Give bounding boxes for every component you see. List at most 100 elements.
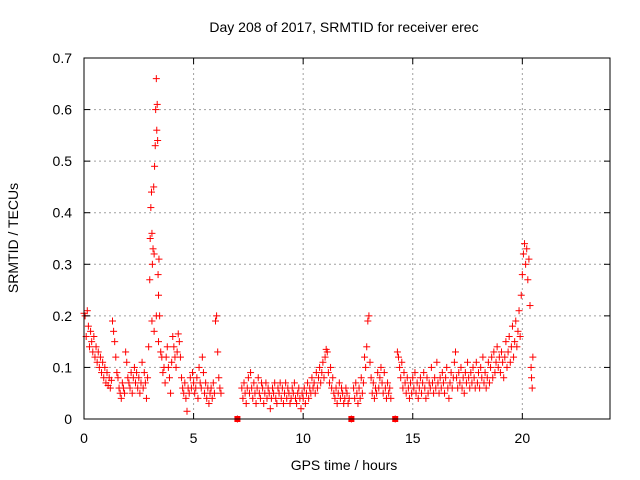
data-point <box>174 330 182 338</box>
data-point <box>118 379 126 387</box>
data-point <box>427 363 435 371</box>
data-point <box>169 332 177 340</box>
data-point <box>446 379 454 387</box>
data-point <box>260 400 268 408</box>
data-point <box>355 384 363 392</box>
data-point <box>305 394 313 402</box>
data-point <box>147 204 155 212</box>
data-point <box>313 384 321 392</box>
data-points <box>80 75 537 423</box>
data-point <box>244 374 252 382</box>
data-point <box>101 363 109 371</box>
data-point <box>493 343 501 351</box>
data-point <box>152 312 160 320</box>
data-point <box>524 276 532 284</box>
data-point <box>150 183 158 191</box>
data-point <box>273 400 281 408</box>
data-point <box>492 358 500 366</box>
x-tick-label: 15 <box>405 430 421 446</box>
data-point <box>472 358 480 366</box>
data-point <box>151 162 159 170</box>
data-point <box>467 369 475 377</box>
data-point <box>122 348 130 356</box>
data-point <box>522 260 530 268</box>
data-point <box>164 363 172 371</box>
data-point <box>329 374 337 382</box>
data-point <box>252 400 260 408</box>
data-point <box>125 379 133 387</box>
data-point <box>414 394 422 402</box>
data-point <box>240 379 248 387</box>
data-point <box>194 394 202 402</box>
data-point <box>502 338 510 346</box>
data-point <box>133 369 141 377</box>
data-point <box>87 327 95 335</box>
data-point <box>521 240 529 248</box>
data-point <box>369 379 377 387</box>
data-point <box>92 343 100 351</box>
data-point <box>293 400 301 408</box>
data-point <box>418 389 426 397</box>
data-point <box>148 260 156 268</box>
data-point <box>433 358 441 366</box>
data-point <box>482 384 490 392</box>
data-point <box>529 353 537 361</box>
data-point <box>510 353 518 361</box>
data-point <box>217 389 225 397</box>
axis-ticks <box>83 57 610 420</box>
data-point <box>157 348 165 356</box>
data-point <box>145 343 153 351</box>
y-axis-title: SRMTID / TECUs <box>5 183 21 293</box>
data-point <box>152 106 160 114</box>
data-point <box>523 245 531 253</box>
data-point <box>513 343 521 351</box>
data-point <box>422 394 430 402</box>
data-point <box>215 374 223 382</box>
data-point <box>279 400 287 408</box>
data-point <box>405 394 413 402</box>
data-point <box>144 374 152 382</box>
data-point <box>333 400 341 408</box>
data-point <box>136 389 144 397</box>
data-point <box>190 379 198 387</box>
data-point <box>165 374 173 382</box>
data-point <box>357 374 365 382</box>
data-point <box>370 394 378 402</box>
data-point <box>409 374 417 382</box>
data-point <box>316 363 324 371</box>
data-point <box>153 126 161 134</box>
data-point <box>488 353 496 361</box>
data-point <box>387 394 395 402</box>
data-point <box>83 307 91 315</box>
data-point <box>363 343 371 351</box>
data-point <box>304 379 312 387</box>
data-point <box>208 394 216 402</box>
data-point <box>479 353 487 361</box>
data-point <box>96 353 104 361</box>
data-point <box>94 348 102 356</box>
data-point <box>420 369 428 377</box>
data-point <box>148 229 156 237</box>
data-point <box>301 400 309 408</box>
data-point <box>323 348 331 356</box>
data-point <box>209 379 217 387</box>
data-point <box>161 379 169 387</box>
data-point <box>250 379 258 387</box>
data-point <box>155 255 163 263</box>
data-point <box>508 322 516 330</box>
data-point <box>210 389 218 397</box>
data-point <box>138 358 146 366</box>
data-point <box>319 358 327 366</box>
data-point <box>148 188 156 196</box>
data-point <box>151 142 159 150</box>
data-point <box>437 384 445 392</box>
x-tick-label: 5 <box>190 430 198 446</box>
data-point <box>327 363 335 371</box>
data-point <box>469 363 477 371</box>
y-tick-label: 0.1 <box>53 359 73 375</box>
data-point <box>489 374 497 382</box>
data-point <box>155 338 163 346</box>
data-point <box>494 363 502 371</box>
data-point <box>367 374 375 382</box>
data-point <box>320 374 328 382</box>
